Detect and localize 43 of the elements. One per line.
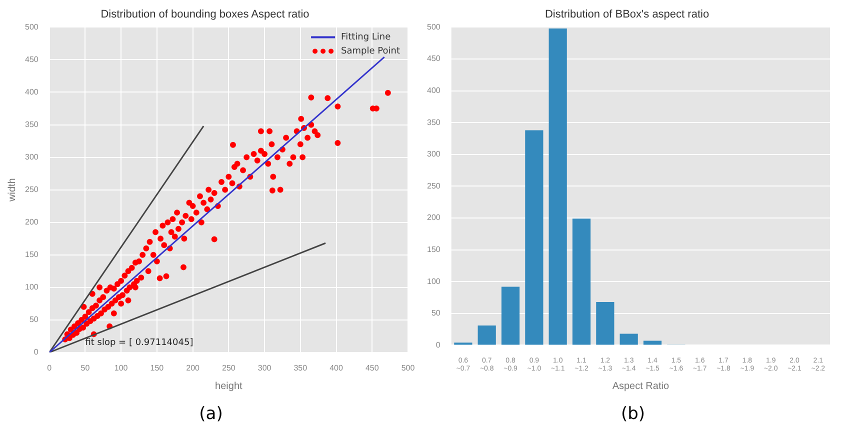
- y-tick-label: 300: [426, 150, 441, 159]
- text: (b): [620, 404, 646, 424]
- y-tick-label: 50: [29, 315, 39, 324]
- legend-label: Fitting Line: [341, 32, 392, 43]
- y-tick-label: 450: [24, 54, 39, 64]
- y-tick-label: 100: [24, 282, 39, 292]
- y-axis-title: width: [6, 178, 18, 202]
- y-tick-label: 300: [24, 152, 39, 162]
- x-tick-label: 500: [401, 363, 416, 372]
- chart-title: Distribution of bounding boxes Aspect ratio: [100, 8, 310, 21]
- y-tick-label: 200: [426, 213, 441, 222]
- x-tick-label: 50: [80, 363, 90, 372]
- x-tick-label: 350: [294, 363, 308, 372]
- legend-label: Sample Point: [341, 46, 400, 57]
- y-tick-label: 500: [24, 22, 39, 32]
- y-tick-label: 450: [426, 54, 441, 64]
- y-tick-label: 200: [24, 218, 39, 227]
- x-tick-label: 450: [365, 363, 380, 372]
- x-tick-label: 200: [186, 363, 200, 372]
- x-axis-title: height: [215, 380, 243, 392]
- x-tick-label: 300: [258, 363, 272, 372]
- y-tick-label: 150: [24, 250, 39, 260]
- x-tick-label: 0: [47, 363, 52, 372]
- y-tick-label: 250: [24, 185, 39, 194]
- chart-title: Distribution of BBox's aspect ratio: [544, 8, 710, 21]
- x-tick-label: 250: [222, 363, 236, 372]
- y-tick-label: 400: [426, 86, 441, 96]
- x-tick-label: 150: [150, 363, 164, 372]
- x-tick-label: 100: [114, 363, 128, 372]
- x-tick-label: 400: [330, 363, 344, 372]
- y-tick-label: 50: [431, 308, 441, 318]
- y-tick-label: 500: [426, 22, 441, 32]
- y-tick-label: 250: [426, 181, 441, 190]
- annotation: fit slop = [ 0.97114045]: [85, 338, 194, 348]
- y-tick-label: 350: [426, 118, 441, 127]
- y-tick-label: 150: [426, 245, 441, 254]
- y-tick-label: 350: [24, 120, 39, 129]
- x-axis-title: Aspect Ratio: [612, 380, 670, 392]
- y-tick-label: 0: [436, 340, 441, 350]
- y-tick-label: 100: [426, 276, 441, 286]
- y-tick-label: 0: [34, 348, 39, 357]
- y-tick-label: 400: [24, 87, 39, 96]
- text: (a): [198, 404, 224, 424]
